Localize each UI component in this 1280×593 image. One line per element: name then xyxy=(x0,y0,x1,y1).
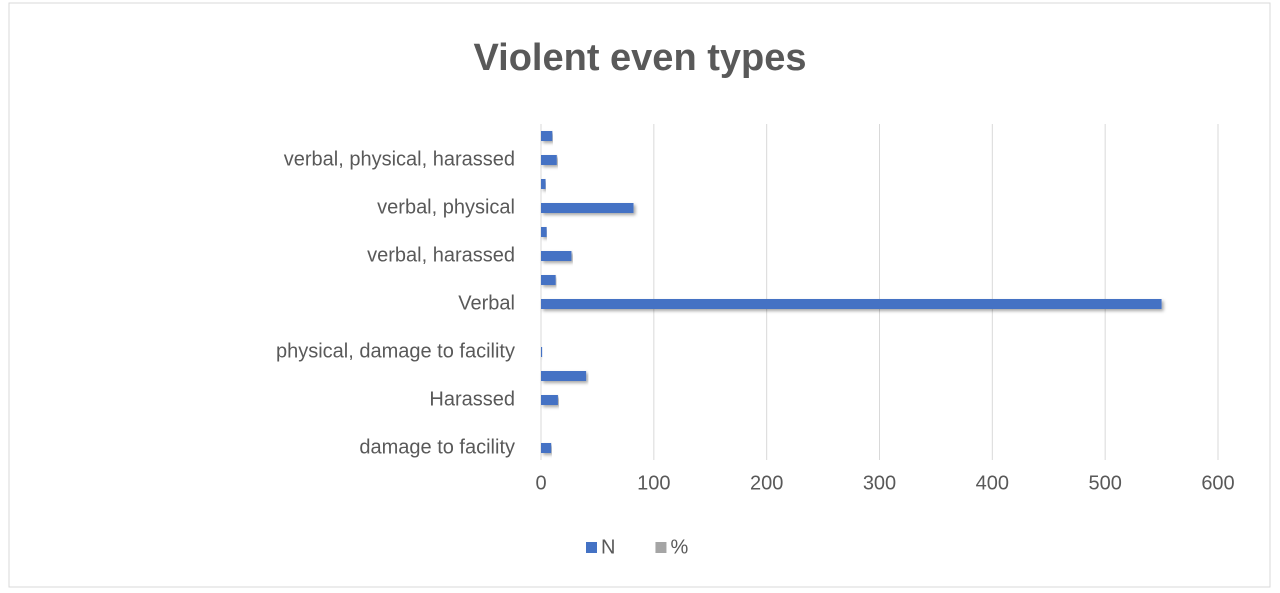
legend-label: N xyxy=(601,536,615,558)
bar xyxy=(541,131,553,141)
x-tick-label: 500 xyxy=(1088,472,1121,494)
x-tick-label: 200 xyxy=(750,472,783,494)
bar xyxy=(541,347,543,357)
bar xyxy=(541,395,558,405)
chart-title: Violent even types xyxy=(474,37,807,79)
bar xyxy=(541,299,1162,309)
bar xyxy=(541,203,634,213)
y-tick-label: verbal, physical xyxy=(377,196,515,218)
legend-swatch xyxy=(655,542,667,553)
x-tick-label: 0 xyxy=(535,472,546,494)
bar xyxy=(541,443,552,453)
bar xyxy=(541,179,546,189)
bar xyxy=(541,251,572,261)
y-tick-label: Harassed xyxy=(429,388,515,410)
x-tick-label: 100 xyxy=(637,472,670,494)
bar xyxy=(541,227,547,237)
x-tick-label: 400 xyxy=(976,472,1009,494)
legend-swatch xyxy=(586,542,597,553)
chart-border xyxy=(8,2,1271,588)
x-tick-label: 300 xyxy=(863,472,896,494)
y-tick-label: verbal, physical, harassed xyxy=(284,148,515,170)
y-tick-label: physical, damage to facility xyxy=(276,340,515,362)
bar xyxy=(541,155,557,165)
y-tick-label: verbal, harassed xyxy=(367,244,515,266)
y-tick-label: damage to facility xyxy=(359,436,515,458)
bar xyxy=(541,275,556,285)
x-tick-label: 600 xyxy=(1201,472,1234,494)
bar xyxy=(541,371,587,381)
legend-label: % xyxy=(670,536,688,558)
y-tick-label: Verbal xyxy=(458,292,515,314)
